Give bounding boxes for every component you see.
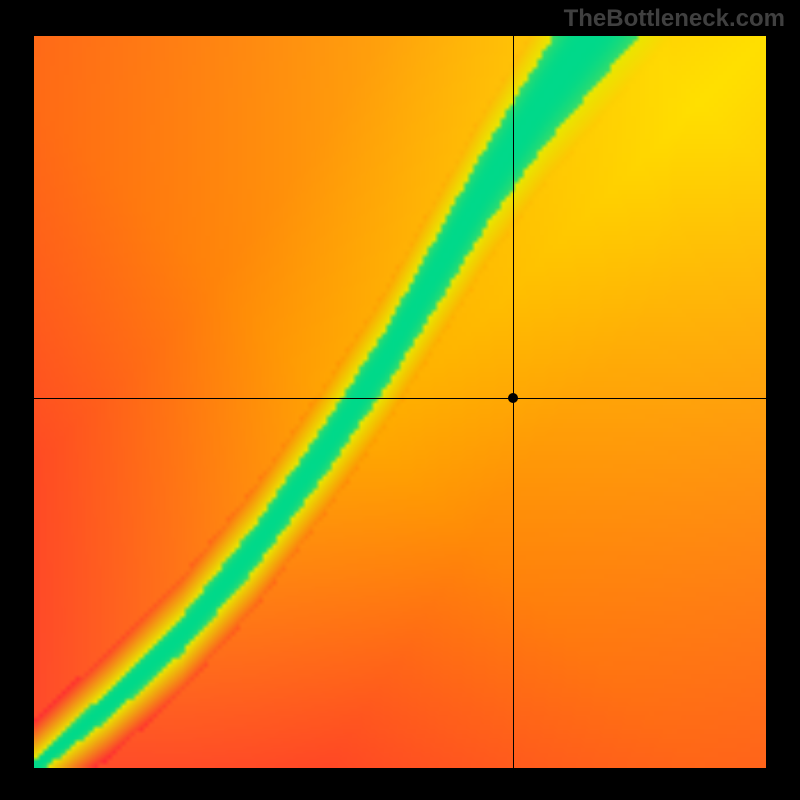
watermark-text: TheBottleneck.com (564, 5, 785, 33)
heatmap-canvas (34, 36, 766, 768)
heatmap-plot (34, 36, 766, 768)
crosshair-horizontal (34, 398, 766, 399)
chart-container: TheBottleneck.com (0, 0, 800, 800)
